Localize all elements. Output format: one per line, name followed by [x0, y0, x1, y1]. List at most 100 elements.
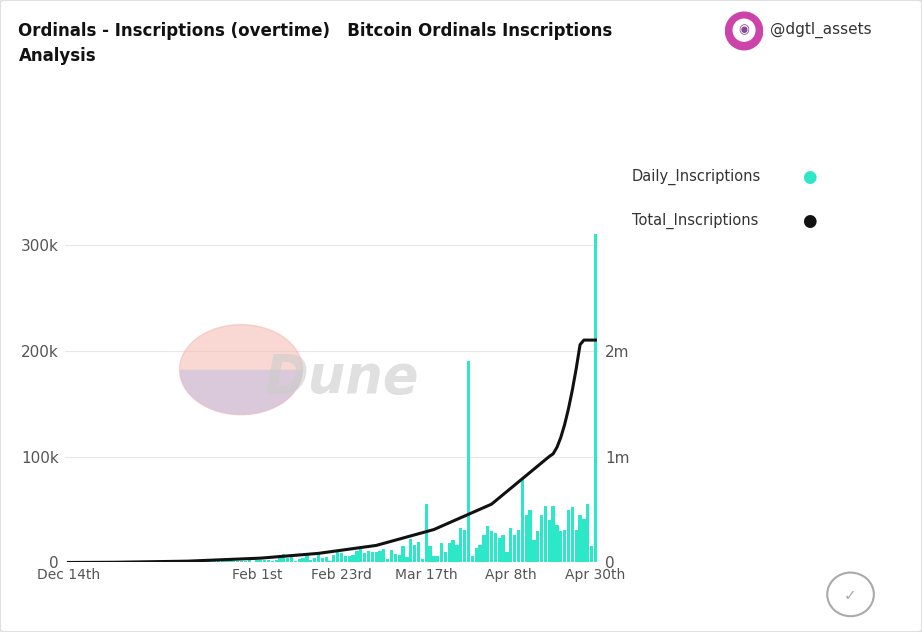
Bar	[417, 542, 420, 562]
Bar	[271, 561, 274, 562]
Bar	[301, 558, 304, 562]
Bar	[413, 545, 416, 562]
Bar	[394, 554, 397, 562]
Bar	[160, 561, 162, 562]
Text: ●: ●	[802, 212, 817, 230]
Bar	[513, 535, 516, 562]
Bar	[266, 561, 270, 562]
Bar	[548, 520, 551, 562]
Text: Ordinals - Inscriptions (overtime)   Bitcoin Ordinals Inscriptions: Ordinals - Inscriptions (overtime) Bitco…	[18, 22, 613, 40]
Bar	[532, 540, 536, 562]
Bar	[486, 526, 490, 562]
Bar	[340, 553, 343, 562]
Text: ◉: ◉	[739, 23, 750, 37]
Bar	[463, 530, 467, 562]
Bar	[206, 560, 208, 562]
Bar	[259, 561, 263, 562]
Circle shape	[733, 19, 755, 41]
Bar	[163, 561, 166, 562]
Bar	[236, 561, 240, 562]
Bar	[367, 551, 370, 562]
Bar	[406, 557, 408, 562]
Bar	[578, 515, 582, 562]
Bar	[390, 550, 393, 562]
Bar	[386, 559, 389, 562]
Bar	[479, 545, 481, 562]
Bar	[229, 559, 231, 562]
Bar	[544, 506, 547, 562]
Bar	[563, 530, 566, 562]
Bar	[420, 559, 424, 562]
Bar	[528, 509, 532, 562]
Bar	[325, 557, 328, 562]
Bar	[467, 362, 470, 562]
Bar	[397, 555, 401, 562]
Text: ●: ●	[802, 168, 817, 186]
Text: Dune: Dune	[266, 352, 420, 404]
Bar	[455, 545, 458, 562]
Bar	[432, 556, 435, 562]
Bar	[401, 546, 405, 562]
Bar	[217, 559, 220, 562]
Bar	[374, 552, 378, 562]
Bar	[459, 528, 463, 562]
Bar	[232, 561, 235, 562]
Bar	[378, 551, 382, 562]
Bar	[583, 519, 585, 562]
Bar	[355, 551, 359, 562]
Bar	[490, 531, 493, 562]
Bar	[240, 561, 243, 562]
Bar	[371, 552, 374, 562]
Circle shape	[726, 12, 762, 50]
Bar	[494, 533, 497, 562]
Bar	[351, 555, 355, 562]
Bar	[309, 559, 313, 562]
Bar	[213, 559, 217, 562]
Bar	[502, 535, 504, 562]
Bar	[551, 506, 555, 562]
Bar	[590, 547, 593, 562]
Bar	[424, 504, 428, 562]
Bar	[540, 515, 543, 562]
Bar	[536, 532, 539, 562]
Bar	[290, 557, 293, 562]
Bar	[255, 561, 258, 562]
Circle shape	[180, 325, 302, 415]
Bar	[429, 546, 431, 562]
Bar	[201, 561, 205, 562]
Bar	[275, 561, 278, 562]
Bar	[220, 559, 224, 562]
Bar	[321, 557, 324, 562]
Bar	[194, 561, 197, 562]
Bar	[482, 535, 486, 562]
Bar	[594, 234, 597, 562]
Bar	[443, 552, 447, 562]
Bar	[263, 560, 266, 562]
Bar	[567, 509, 570, 562]
Text: @dgtl_assets: @dgtl_assets	[770, 22, 871, 39]
Bar	[313, 558, 316, 562]
Bar	[209, 560, 212, 562]
Bar	[344, 556, 347, 562]
Bar	[409, 538, 412, 562]
Bar	[505, 552, 509, 562]
Bar	[571, 507, 574, 562]
Bar	[517, 530, 520, 562]
Bar	[332, 556, 336, 562]
Text: ✓: ✓	[845, 588, 857, 603]
Wedge shape	[180, 370, 302, 415]
Text: Total_Inscriptions: Total_Inscriptions	[632, 213, 758, 229]
Bar	[521, 478, 524, 562]
Bar	[363, 554, 366, 562]
Text: Analysis: Analysis	[18, 47, 96, 65]
Text: Daily_Inscriptions: Daily_Inscriptions	[632, 169, 761, 185]
Bar	[243, 561, 247, 562]
Bar	[348, 556, 351, 562]
Bar	[151, 561, 155, 562]
Bar	[298, 559, 301, 562]
Bar	[471, 556, 474, 562]
Bar	[555, 525, 559, 562]
Bar	[282, 554, 286, 562]
Bar	[286, 557, 290, 562]
Bar	[440, 543, 443, 562]
